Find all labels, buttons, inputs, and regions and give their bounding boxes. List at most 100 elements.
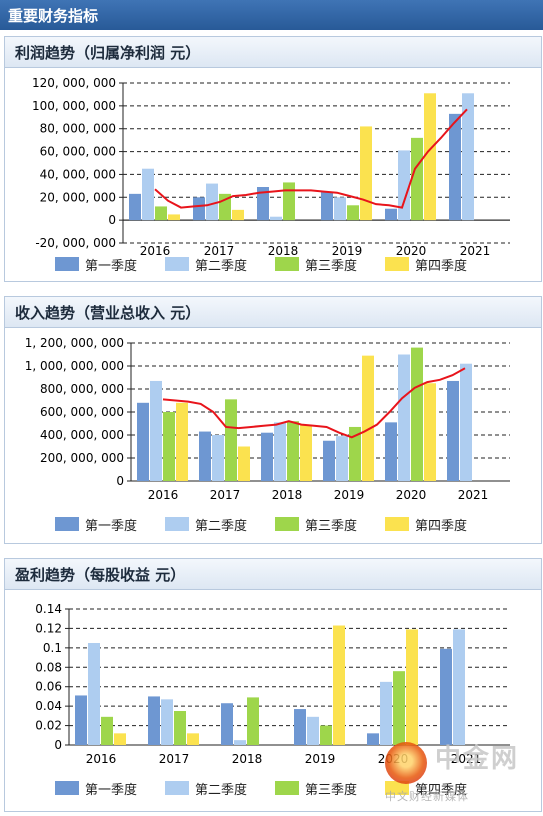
profit-trend-panel: 利润趋势（归属净利润 元） -20, 000, 000 0 20, 000, 000… (4, 36, 542, 282)
chart-title: 利润趋势（归属净利润 元） (15, 44, 201, 62)
legend-label: 第三季度 (305, 259, 358, 274)
y-tick-label: 120, 000, 000 (32, 76, 116, 90)
bar (163, 412, 175, 481)
x-tick-label: 2019 (305, 752, 336, 766)
panel-header: 盈利趋势（每股收益 元） (5, 559, 541, 590)
legend-label: 第一季度 (85, 519, 138, 534)
bar (176, 402, 188, 481)
revenue-chart: 0 200, 000, 000 400, 000, 000 600, 000, 000… (25, 336, 510, 502)
y-tick-label: 80, 000, 000 (40, 122, 116, 136)
x-tick-label: 2020 (396, 488, 427, 502)
bar (320, 725, 332, 745)
legend-label: 第二季度 (195, 519, 248, 534)
bar (333, 625, 345, 745)
y-tick-label: 100, 000, 000 (32, 99, 116, 113)
top-header-bar: 重要财务指标 (0, 0, 543, 30)
bar (347, 205, 359, 221)
legend-label: 第四季度 (415, 783, 468, 798)
legend-swatch (385, 781, 409, 795)
bar (411, 347, 423, 481)
x-tick-label: 2021 (451, 752, 482, 766)
chart-title: 收入趋势（营业总收入 元） (15, 304, 201, 322)
bar (168, 214, 180, 221)
bar (257, 187, 269, 221)
y-tick-label: 0 (54, 738, 62, 752)
legend-label: 第四季度 (415, 259, 468, 274)
x-tick-label: 2017 (159, 752, 190, 766)
legend-swatch (165, 257, 189, 271)
eps-trend-panel: 盈利趋势（每股收益 元） 0 0.02 0.04 0.06 0.08 0.1 0.12 0.1… (4, 558, 542, 812)
y-tick-label: 40, 000, 000 (40, 167, 116, 181)
bar (323, 440, 335, 481)
trend-line (162, 367, 466, 439)
revenue-trend-panel: 收入趋势（营业总收入 元） 0 200, 000, 000 400, 000, 00… (4, 296, 542, 544)
bar (462, 93, 474, 221)
bar (261, 432, 273, 481)
page-title: 重要财务指标 (8, 7, 99, 25)
brand-logo-icon (385, 742, 427, 784)
bar (206, 183, 218, 221)
bar (398, 150, 410, 221)
bar (150, 380, 162, 481)
y-tick-label: 60, 000, 000 (40, 145, 116, 159)
legend-swatch (165, 517, 189, 531)
bar (398, 354, 410, 481)
x-tick-label: 2019 (332, 244, 363, 258)
bar (161, 699, 173, 745)
legend-label: 第三季度 (305, 519, 358, 534)
bar (424, 93, 436, 221)
bar (406, 629, 418, 745)
x-tick-label: 2019 (334, 488, 365, 502)
x-tick-label: 2020 (396, 244, 427, 258)
bar (232, 209, 244, 221)
bar (300, 424, 312, 481)
bar (447, 380, 459, 481)
bar (424, 383, 436, 481)
legend-swatch (385, 257, 409, 271)
y-tick-label: 0.1 (43, 641, 62, 655)
bar (114, 733, 126, 745)
bar (453, 629, 465, 745)
trend-line (154, 108, 468, 209)
bar (449, 113, 461, 221)
bar (193, 197, 205, 221)
bar (187, 733, 199, 745)
bar (367, 733, 379, 745)
y-tick-label: 0.04 (35, 699, 62, 713)
x-tick-label: 2016 (140, 244, 171, 258)
y-tick-label: 0.08 (35, 660, 62, 674)
y-tick-label: 600, 000, 000 (40, 405, 124, 419)
bar (287, 421, 299, 481)
bar (349, 426, 361, 481)
bar (142, 168, 154, 221)
legend-swatch (385, 517, 409, 531)
bar (360, 126, 372, 221)
bar (393, 671, 405, 745)
x-tick-label: 2018 (272, 488, 303, 502)
watermark: 中金网 中文财经新媒体 (385, 738, 540, 810)
y-tick-label: 0.12 (35, 621, 62, 635)
chart-legend: 第一季度 第二季度 第三季度 第四季度 (5, 513, 541, 537)
y-tick-label: -20, 000, 000 (35, 236, 116, 250)
y-tick-label: 200, 000, 000 (40, 451, 124, 465)
bar (274, 422, 286, 481)
y-tick-label: 0.14 (35, 602, 62, 616)
bar (225, 399, 237, 481)
y-tick-label: 0 (116, 474, 124, 488)
x-tick-label: 2017 (204, 244, 235, 258)
bar (283, 182, 295, 221)
bar (440, 648, 452, 745)
x-tick-label: 2021 (458, 488, 489, 502)
chart-legend: 第一季度 第二季度 第三季度 第四季度 (5, 777, 541, 801)
bar (460, 363, 472, 481)
watermark-subtitle: 中文财经新媒体 (385, 790, 469, 803)
bar (336, 436, 348, 481)
bar (75, 695, 87, 745)
legend-label: 第一季度 (85, 259, 138, 274)
y-tick-label: 1, 000, 000, 000 (25, 359, 124, 373)
panel-header: 利润趋势（归属净利润 元） (5, 37, 541, 68)
legend-label: 第三季度 (305, 783, 358, 798)
legend-swatch (55, 781, 79, 795)
bar (238, 446, 250, 481)
y-tick-label: 0.02 (35, 719, 62, 733)
